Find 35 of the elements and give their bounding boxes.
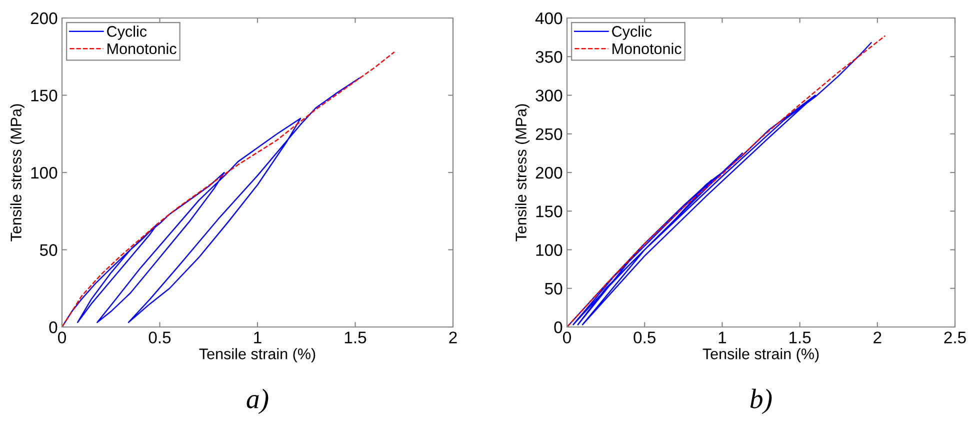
x-tick-label: 1.5 [344, 332, 366, 344]
y-tick-label: 300 [536, 90, 562, 102]
y-axis-title: Tensile stress (MPa) [515, 104, 530, 242]
x-tick-label: 1 [254, 332, 262, 344]
y-tick-label: 400 [535, 12, 562, 24]
y-tick-label: 0 [554, 321, 562, 334]
y-tick-label: 150 [31, 90, 58, 102]
x-tick-label: 1.5 [789, 332, 811, 344]
y-tick-label: 150 [536, 206, 562, 218]
y-tick-label: 50 [544, 282, 562, 295]
text: a) [246, 388, 268, 414]
legend-label: Cyclic [107, 26, 147, 40]
legend-label: Monotonic [612, 42, 682, 54]
x-tick-label: 0 [58, 332, 66, 344]
x-tick-label: 2 [449, 332, 457, 344]
x-tick-label: 0.5 [634, 332, 656, 344]
y-tick-label: 100 [536, 244, 562, 256]
x-axis-title: Tensile strain (%) [199, 348, 316, 362]
y-tick-label: 200 [30, 12, 58, 24]
y-tick-label: 250 [536, 128, 562, 140]
y-axis-title: Tensile stress (MPa) [10, 104, 24, 242]
text: b) [750, 388, 772, 414]
y-tick-label: 350 [536, 51, 562, 63]
x-tick-label: 2 [874, 332, 882, 344]
y-tick-label: 0 [49, 321, 58, 334]
x-tick-label: 1 [718, 332, 726, 344]
x-tick-label: 2.5 [944, 332, 966, 344]
x-axis-title: Tensile strain (%) [702, 348, 819, 362]
y-tick-label: 50 [40, 244, 58, 256]
legend-label: Monotonic [108, 42, 176, 54]
y-tick-label: 200 [536, 166, 562, 179]
y-tick-label: 100 [31, 166, 58, 179]
legend-label: Cyclic [612, 26, 652, 40]
x-tick-label: 0.5 [148, 332, 171, 344]
x-tick-label: 0 [563, 332, 571, 344]
